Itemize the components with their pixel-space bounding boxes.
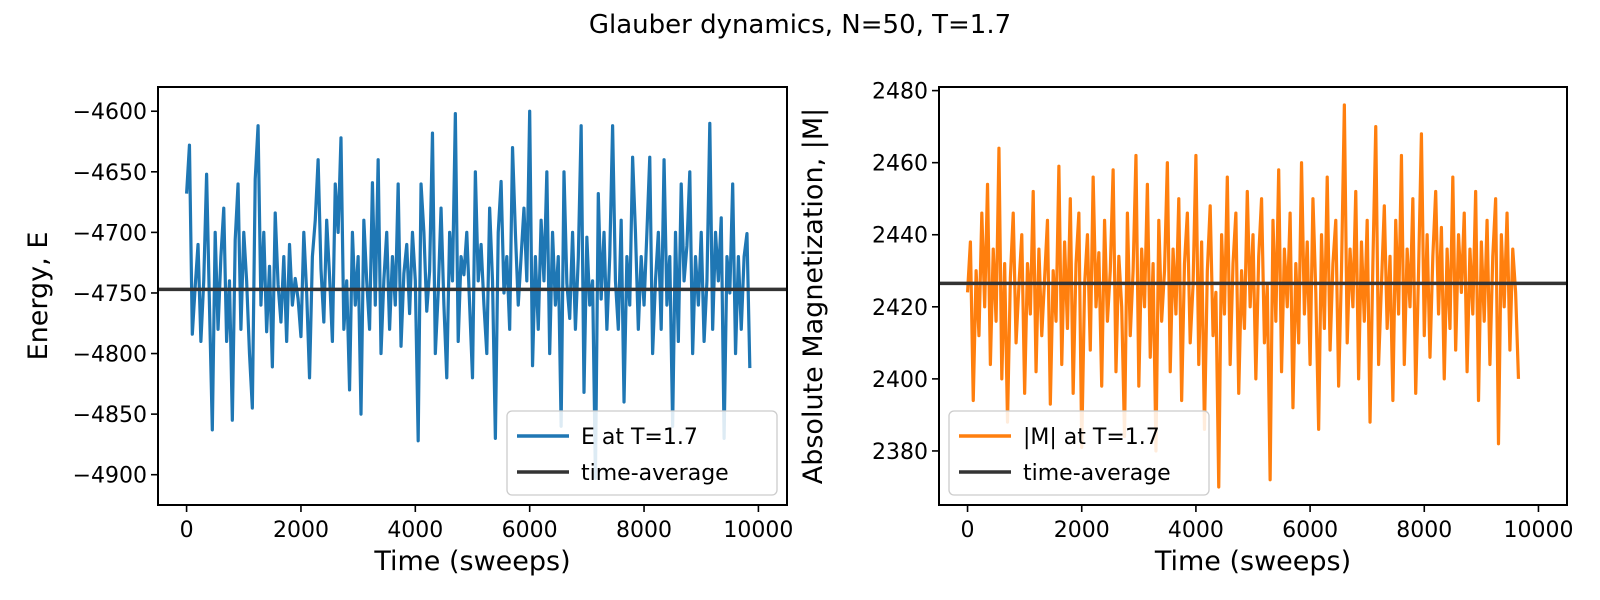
energy-x-tick-label: 10000	[723, 518, 793, 543]
energy-y-tick-label: −4750	[73, 282, 147, 307]
magnetization-plot-frame	[938, 86, 1568, 506]
magnetization-y-tick-label: 2380	[872, 440, 928, 465]
energy-x-tick-label: 0	[180, 518, 194, 543]
magnetization-x-tick-label: 4000	[1168, 518, 1224, 543]
energy-x-tick-label: 4000	[387, 518, 443, 543]
magnetization-x-tick-label: 2000	[1054, 518, 1110, 543]
energy-y-tick-label: −4650	[73, 161, 147, 186]
energy-x-tick-label: 2000	[273, 518, 329, 543]
magnetization-legend: |M| at T=1.7 time-average	[948, 410, 1210, 496]
magnetization-x-tick-label: 6000	[1282, 518, 1338, 543]
magnetization-y-tick-label: 2400	[872, 368, 928, 393]
magnetization-y-tick-label: 2480	[872, 80, 928, 105]
energy-x-tick-label: 8000	[616, 518, 672, 543]
energy-y-tick-label: −4600	[73, 100, 147, 125]
magnetization-x-tick-label: 10000	[1503, 518, 1573, 543]
energy-y-tick-label: −4900	[73, 464, 147, 489]
magnetization-x-tick-label: 8000	[1396, 518, 1452, 543]
magnetization-y-axis-label: Absolute Magnetization, |M|	[798, 108, 829, 484]
energy-legend-time-average-label: time-average	[581, 461, 729, 486]
energy-plot-frame	[157, 86, 788, 506]
energy-y-tick-label: −4800	[73, 343, 147, 368]
energy-y-tick-label: −4700	[73, 221, 147, 246]
magnetization-legend-time-average-label: time-average	[1023, 461, 1171, 486]
magnetization-y-tick-label: 2420	[872, 296, 928, 321]
energy-x-axis-label: Time (sweeps)	[373, 546, 570, 577]
magnetization-y-tick-label: 2460	[872, 152, 928, 177]
energy-legend-box	[506, 410, 778, 496]
magnetization-x-axis-label: Time (sweeps)	[1154, 546, 1351, 577]
magnetization-legend-box	[948, 410, 1210, 496]
figure-title: Glauber dynamics, N=50, T=1.7	[589, 10, 1011, 40]
energy-series-line	[184, 109, 752, 480]
magnetization-chart: 0 2000 4000 6000 8000 10000 2380 2400 2420 2440 24…	[798, 80, 1573, 577]
energy-legend-series-label: E at T=1.7	[581, 425, 698, 450]
energy-y-axis-label: Energy, E	[23, 232, 54, 361]
magnetization-y-tick-label: 2440	[872, 224, 928, 249]
energy-y-tick-label: −4850	[73, 403, 147, 428]
magnetization-x-tick-label: 0	[961, 518, 975, 543]
energy-x-tick-label: 6000	[502, 518, 558, 543]
energy-chart: 0 2000 4000 6000 8000 10000 −4900 −4850 −4800 −47…	[23, 86, 793, 577]
magnetization-legend-series-label: |M| at T=1.7	[1023, 425, 1160, 450]
energy-legend: E at T=1.7 time-average	[506, 410, 778, 496]
magnetization-series-line	[965, 103, 1521, 489]
